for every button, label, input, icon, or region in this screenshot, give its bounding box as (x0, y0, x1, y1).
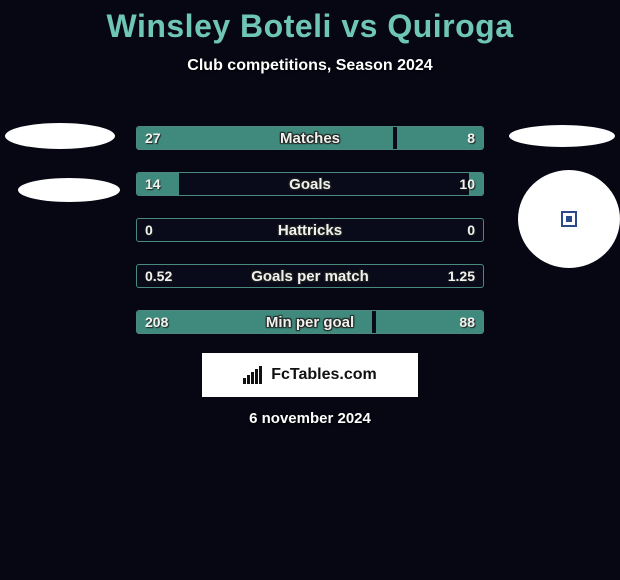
stat-row: 14 10Goals (136, 172, 484, 196)
player-left-shape-2 (18, 178, 120, 202)
player-right-shape-2 (518, 170, 620, 268)
stat-left-value: 208 (145, 311, 168, 333)
stat-right-value: 8 (467, 127, 475, 149)
stat-row: 20888Min per goal (136, 310, 484, 334)
subtitle: Club competitions, Season 2024 (0, 57, 620, 75)
stat-label: Hattricks (137, 219, 483, 241)
stat-left-value: 0 (145, 219, 153, 241)
stat-right-value: 1.25 (448, 265, 475, 287)
branding-text: FcTables.com (271, 366, 377, 384)
comparison-rows: 278Matches1410Goals00Hattricks0.521.25Go… (136, 126, 484, 356)
chart-icon (243, 366, 265, 384)
branding-badge: FcTables.com (202, 353, 418, 397)
stat-left-value: 27 (145, 127, 161, 149)
stat-left-fill (137, 127, 393, 149)
stat-label: Goals (137, 173, 483, 195)
player-right-shape-1 (509, 125, 615, 147)
stat-left-fill (137, 311, 372, 333)
placeholder-icon (561, 211, 577, 227)
stat-left-value: 0.52 (145, 265, 172, 287)
stat-right-value: 0 (467, 219, 475, 241)
stat-row: 0.52 1.25Goals per match (136, 264, 484, 288)
date-text: 6 november 2024 (0, 410, 620, 427)
stat-row: 0 0Hattricks (136, 218, 484, 242)
stat-left-value: 14 (145, 173, 161, 195)
stat-right-value: 88 (459, 311, 475, 333)
stat-right-value: 10 (459, 173, 475, 195)
stat-label: Goals per match (137, 265, 483, 287)
player-left-shape-1 (5, 123, 115, 149)
page-title: Winsley Boteli vs Quiroga (0, 0, 620, 45)
stat-row: 278Matches (136, 126, 484, 150)
